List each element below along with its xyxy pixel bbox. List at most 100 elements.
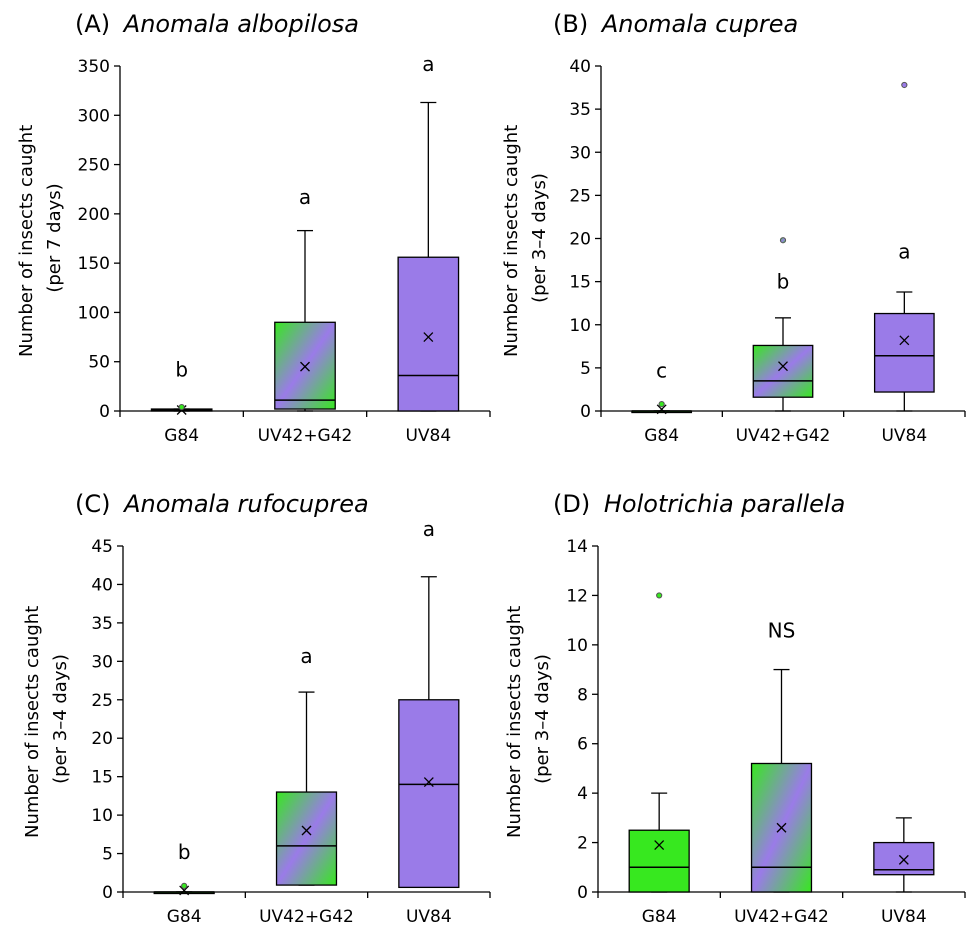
significance-letter: a <box>299 185 311 209</box>
panel-a-title-prefix: (A) <box>75 10 110 38</box>
panel-c-title-prefix: (C) <box>75 490 110 518</box>
x-tick-label: G84 <box>644 426 679 446</box>
panel-b-ylabel-line2: (per 3–4 days) <box>529 173 550 303</box>
mean-marker <box>423 332 434 343</box>
y-tick-label: 10 <box>91 806 113 826</box>
panel-b-title-species: Anomala cuprea <box>600 10 798 38</box>
x-tick-label: G84 <box>167 907 202 927</box>
y-tick-label: 14 <box>566 537 588 557</box>
x-tick-label: G84 <box>164 426 199 446</box>
x-tick-label: G84 <box>642 907 677 927</box>
y-tick-label: 0 <box>580 402 591 422</box>
panel-b-title-prefix: (B) <box>553 10 588 38</box>
panel-d-title-species: Holotrichia parallela <box>604 490 845 518</box>
significance-letter: a <box>423 517 435 541</box>
mean-marker <box>654 840 665 851</box>
panel-c-ylabel: Number of insects caught (per 3–4 days) <box>22 600 71 838</box>
panel-a-title: (A) Anomala albopilosa <box>75 10 359 38</box>
panel-d: (D) Holotrichia parallela Number of inse… <box>504 490 966 927</box>
y-tick-label: 0 <box>577 883 588 903</box>
panel-a-plot: 0 50 100 150 200 250 300 350 G84 UV42+G42 UV84 b a a <box>78 52 491 446</box>
y-tick-label: 20 <box>569 230 591 250</box>
box <box>398 699 460 889</box>
panel-b-title: (B) Anomala cuprea <box>553 10 798 38</box>
significance-letter: b <box>178 840 191 864</box>
panel-b-plot: 0 5 10 15 20 25 30 35 40 G84 UV42+G42 UV84 c b a <box>569 57 966 446</box>
mean-marker <box>179 885 190 896</box>
y-tick-label: 50 <box>88 353 110 373</box>
panel-c-ylabel-line1: Number of insects caught <box>22 606 43 838</box>
mean-marker <box>778 361 788 372</box>
y-tick-label: 25 <box>91 691 113 711</box>
mean-marker <box>899 335 910 346</box>
panel-d-title-prefix: (D) <box>553 490 590 518</box>
y-tick-label: 40 <box>91 575 113 595</box>
y-tick-label: 35 <box>91 614 113 634</box>
outlier-point <box>181 882 188 889</box>
significance-annotation: NS <box>768 618 796 642</box>
panel-a: (A) Anomala albopilosa Number of insects… <box>16 10 491 446</box>
y-tick-label: 350 <box>78 57 110 77</box>
outlier-point <box>656 592 663 599</box>
y-tick-label: 12 <box>566 586 588 606</box>
panel-b-ylabel-line1: Number of insects caught <box>501 125 522 357</box>
mean-marker <box>423 777 434 788</box>
panel-a-ylabel-line1: Number of insects caught <box>16 125 37 357</box>
mean-marker <box>656 404 667 415</box>
y-tick-label: 6 <box>577 735 588 755</box>
mean-marker <box>300 361 310 372</box>
x-tick-label: UV84 <box>406 907 452 927</box>
y-tick-label: 15 <box>569 273 591 293</box>
panel-d-plot: 0 2 4 6 8 10 12 14 G84 UV42+G42 UV84 NS <box>566 537 966 927</box>
panel-d-ylabel-line2: (per 3–4 days) <box>532 654 553 784</box>
y-tick-label: 150 <box>78 254 110 274</box>
outlier-point <box>779 237 787 244</box>
y-tick-label: 10 <box>569 316 591 336</box>
panel-c-title: (C) Anomala rufocuprea <box>75 490 369 518</box>
y-tick-label: 30 <box>569 143 591 163</box>
mean-marker <box>898 854 909 865</box>
y-tick-label: 300 <box>78 106 110 126</box>
x-tick-label: UV84 <box>881 426 927 446</box>
y-tick-label: 5 <box>580 359 591 379</box>
panel-d-ylabel: Number of insects caught (per 3–4 days) <box>504 600 553 838</box>
mean-marker <box>776 822 787 833</box>
y-tick-label: 5 <box>102 845 113 865</box>
significance-letter: b <box>777 270 790 294</box>
y-tick-label: 40 <box>569 57 591 77</box>
panel-d-ylabel-line1: Number of insects caught <box>504 606 525 838</box>
panel-b-ylabel: Number of insects caught (per 3–4 days) <box>501 119 550 357</box>
box <box>628 829 690 893</box>
y-tick-label: 15 <box>91 768 113 788</box>
significance-letter: b <box>175 358 188 382</box>
x-tick-label: UV84 <box>405 426 451 446</box>
y-tick-label: 8 <box>577 685 588 705</box>
y-tick-label: 100 <box>78 303 110 323</box>
y-tick-label: 25 <box>569 186 591 206</box>
box <box>397 256 460 412</box>
outlier-point <box>178 403 185 411</box>
x-tick-label: UV42+G42 <box>734 907 829 927</box>
y-tick-label: 10 <box>566 636 588 656</box>
panel-a-ylabel-line2: (per 7 days) <box>44 183 65 292</box>
y-tick-label: 200 <box>78 205 110 225</box>
mean-marker <box>301 825 312 836</box>
significance-letter: c <box>656 358 667 382</box>
box <box>274 321 336 410</box>
x-tick-label: UV42+G42 <box>736 426 831 446</box>
x-tick-label: UV42+G42 <box>259 907 354 927</box>
panel-c: (C) Anomala rufocuprea Number of insects… <box>22 490 491 927</box>
significance-letter: a <box>300 644 312 668</box>
y-tick-label: 20 <box>91 729 113 749</box>
x-tick-label: UV42+G42 <box>258 426 353 446</box>
x-tick-label: UV84 <box>881 907 927 927</box>
panel-b: (B) Anomala cuprea Number of insects cau… <box>501 10 966 446</box>
y-tick-label: 4 <box>577 784 588 804</box>
y-tick-label: 35 <box>569 100 591 120</box>
y-tick-label: 250 <box>78 156 110 176</box>
panel-a-title-species: Anomala albopilosa <box>122 10 359 38</box>
panel-d-title: (D) Holotrichia parallela <box>553 490 845 518</box>
y-tick-label: 0 <box>102 883 113 903</box>
box <box>752 344 814 398</box>
